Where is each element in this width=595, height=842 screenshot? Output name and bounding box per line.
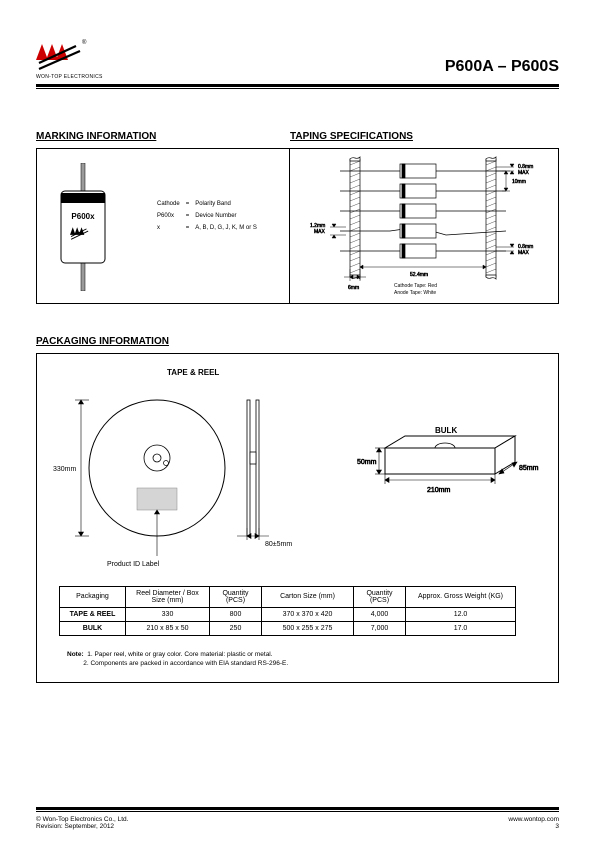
packaging-section-title: PACKAGING INFORMATION [36,336,559,347]
dim-bulk-l: 210mm [427,487,451,494]
product-id-label: Product ID Label [107,561,160,568]
dim-tape-w: 6mm [348,285,359,291]
page-header: ® WON-TOP ELECTRONICS P600A – P600S [36,26,559,80]
footer-divider [36,807,559,812]
taping-diagram: 0.8mmMAX 10mm 1.2mmMAX [290,149,559,305]
company-logo-icon: ® [36,38,96,72]
tape-reel-label: TAPE & REEL [167,368,219,377]
marking-info-box: P600x Cathode=Polarity BandP600x=Device … [36,148,290,304]
bulk-box-diagram: 50mm 210mm 85mm [357,412,547,532]
dim-bulk-h: 50mm [357,459,377,466]
diode-marking-diagram: P600x [55,163,145,291]
footer-url: www.wontop.com [508,816,559,823]
marking-section-title: MARKING INFORMATION [36,131,290,142]
header-divider [36,84,559,89]
svg-text:MAX: MAX [314,229,326,235]
marking-legend: Cathode=Polarity BandP600x=Device Number… [155,197,263,235]
taping-note-line1: Cathode Tape: Red [394,283,437,289]
taping-spec-box: 0.8mmMAX 10mm 1.2mmMAX [290,148,559,304]
company-name: WON-TOP ELECTRONICS [36,74,106,80]
diode-body-label: P600x [71,212,95,221]
tape-reel-diagram: 330mm Product ID Label [47,378,327,578]
dim-pitch: 10mm [512,179,526,185]
dim-bulk-w: 85mm [519,465,539,472]
svg-text:®: ® [82,39,87,46]
dim-reel-width: 80±5mm [265,541,292,548]
footer-copyright: © Won-Top Electronics Co., Ltd. [36,816,128,823]
logo-block: ® WON-TOP ELECTRONICS [36,38,106,80]
svg-text:MAX: MAX [518,250,530,256]
svg-text:MAX: MAX [518,170,530,176]
dim-body-l: 52.4mm [410,272,428,278]
page-footer: © Won-Top Electronics Co., Ltd. Revision… [36,816,559,830]
footer-page: 3 [555,823,559,830]
taping-note-line2: Anode Tape: White [394,290,436,296]
packaging-notes: Note: 1. Paper reel, white or gray color… [67,650,288,668]
taping-section-title: TAPING SPECIFICATIONS [290,131,559,142]
dim-reel-diameter: 330mm [53,466,77,473]
part-number-title: P600A – P600S [445,58,559,80]
footer-revision: Revision: September, 2012 [36,823,114,830]
packaging-table: PackagingReel Diameter / Box Size (mm)Qu… [59,586,516,636]
packaging-box: TAPE & REEL BULK 330mm [36,353,559,683]
